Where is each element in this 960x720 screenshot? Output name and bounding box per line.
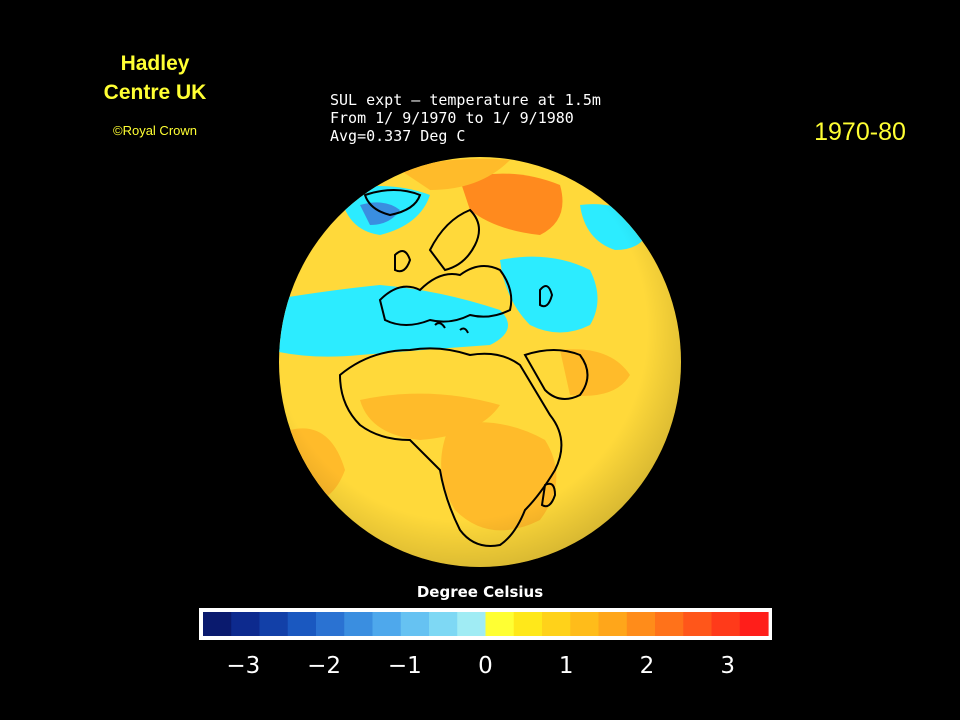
map-title-line1: SUL expt — temperature at 1.5m xyxy=(330,91,601,109)
colorbar-cell xyxy=(626,612,656,636)
colorbar-cell xyxy=(400,612,430,636)
map-title-line3: Avg=0.337 Deg C xyxy=(330,127,466,145)
colorbar-cell xyxy=(711,612,741,636)
credit-title-line2: Centre UK xyxy=(103,81,207,104)
period-label: 1970-80 xyxy=(814,118,906,146)
colorbar-cell xyxy=(598,612,628,636)
colorbar-cell xyxy=(231,612,261,636)
colorbar-tick-label: 3 xyxy=(720,653,735,679)
colorbar-tick-label: 2 xyxy=(639,653,655,679)
colorbar-cell xyxy=(513,612,543,636)
colorbar-tick-label: −1 xyxy=(387,653,422,679)
colorbar-title: Degree Celsius xyxy=(416,583,544,601)
credit-title-line1: Hadley xyxy=(120,52,190,75)
colorbar-cell xyxy=(344,612,374,636)
colorbar-cell xyxy=(542,612,571,636)
colorbar-cell xyxy=(429,612,458,636)
colorbar-cell xyxy=(485,612,515,636)
colorbar-cell xyxy=(203,612,232,636)
colorbar-cell xyxy=(372,612,402,636)
colorbar xyxy=(199,608,772,640)
colorbar-tick-label: 1 xyxy=(558,653,574,679)
colorbar-tick-label: −3 xyxy=(226,653,261,679)
colorbar-cell xyxy=(739,612,769,636)
colorbar-cell xyxy=(683,612,713,636)
colorbar-cell xyxy=(259,612,289,636)
map-title-line2: From 1/ 9/1970 to 1/ 9/1980 xyxy=(330,109,574,127)
globe-temperature-map xyxy=(279,157,681,567)
colorbar-cells xyxy=(203,612,769,636)
colorbar-cell xyxy=(316,612,345,636)
colorbar-tick-label: 0 xyxy=(478,653,493,679)
colorbar-cell xyxy=(457,612,487,636)
colorbar-cell xyxy=(655,612,684,636)
copyright-notice: ©Royal Crown xyxy=(113,123,197,138)
colorbar-cell xyxy=(287,612,317,636)
colorbar-tick-label: −2 xyxy=(307,653,342,679)
colorbar-cell xyxy=(570,612,600,636)
